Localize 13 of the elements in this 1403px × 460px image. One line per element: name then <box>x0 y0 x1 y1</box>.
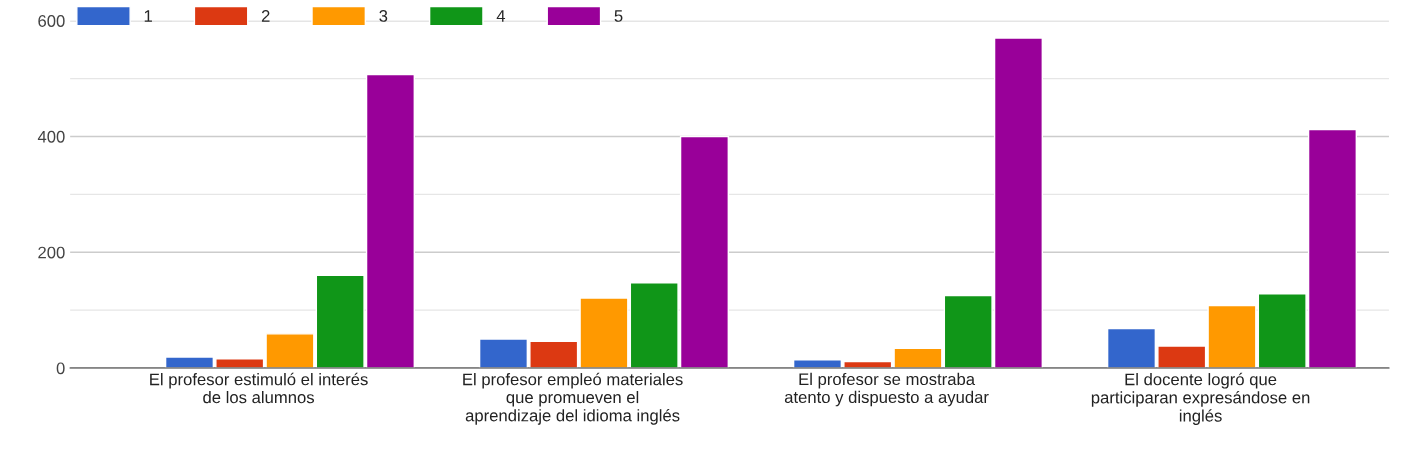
legend-label: 3 <box>379 10 388 22</box>
legend-label: 4 <box>496 10 506 22</box>
x-tick-label: El profesor se mostraba atento y dispuesto a ayudar <box>784 372 989 407</box>
x-tick-label: El profesor estimuló el interés de los alumnos <box>150 372 368 404</box>
legend-label: 1 <box>144 10 152 22</box>
legend-label: 5 <box>614 10 623 22</box>
y-tick-label: 200 <box>38 246 65 259</box>
x-tick-label: El profesor empleó materiales que promueven el aprendizaje del idioma inglés <box>463 372 683 425</box>
y-tick-label: 0 <box>56 362 65 375</box>
legend-label: 2 <box>261 10 270 22</box>
x-tick-label: El docente logró que participaran expresándose en inglés <box>1091 372 1310 425</box>
y-tick-label: 600 <box>38 15 65 27</box>
y-tick-label: 400 <box>37 130 65 143</box>
